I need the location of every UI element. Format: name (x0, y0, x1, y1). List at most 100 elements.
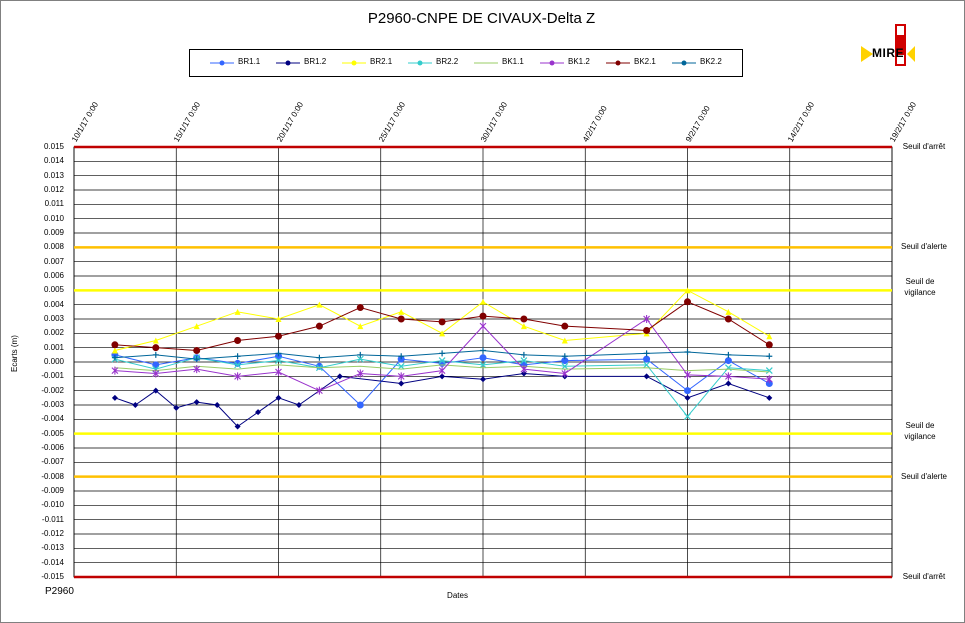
y-tick-label: -0.005 (41, 428, 64, 438)
legend-swatch (210, 60, 234, 66)
data-point (132, 402, 139, 408)
data-point (316, 354, 323, 361)
data-point (520, 365, 528, 374)
legend-swatch (276, 60, 300, 66)
data-point (193, 365, 201, 374)
data-point (725, 372, 732, 381)
threshold-label: Seuil de vigilance (904, 277, 936, 298)
data-point (295, 402, 302, 408)
y-tick-label: -0.001 (41, 371, 64, 381)
data-point (765, 367, 773, 375)
data-point (316, 386, 323, 395)
data-point (520, 351, 527, 358)
data-point (561, 337, 568, 344)
data-point (520, 357, 528, 364)
series-line-br2-2 (114, 357, 770, 418)
legend: BR1.1 BR1.2 BR2.1 BR2.2 BK1.1 BK1.2 BK2.1 BK2.2 (189, 49, 743, 77)
data-point (398, 353, 405, 360)
legend-swatch (408, 60, 432, 66)
data-point (520, 323, 527, 330)
threshold-label: Seuil de vigilance (904, 420, 936, 441)
data-point (684, 287, 691, 294)
data-point (397, 372, 405, 381)
data-point (479, 312, 487, 320)
y-tick-label: 0.000 (43, 357, 64, 366)
data-point (214, 402, 221, 408)
y-tick-label: 0.001 (43, 342, 64, 352)
data-point (561, 369, 569, 378)
mire-logo: MIRE (859, 24, 917, 66)
data-point (643, 373, 650, 380)
data-point (438, 357, 446, 364)
data-point (643, 315, 650, 323)
series-line-bk2-2 (114, 350, 770, 360)
y-tick-label: -0.009 (41, 486, 64, 495)
data-point (765, 375, 773, 384)
y-tick-label: 0.006 (43, 271, 64, 280)
data-point (397, 315, 405, 323)
series-line-br2-1 (114, 289, 770, 352)
threshold-label: Seuil d'arrêt (902, 142, 946, 151)
series-line-bk1-2 (114, 318, 770, 392)
data-point (152, 369, 160, 378)
y-tick-label: 0.010 (43, 213, 64, 223)
data-point (356, 369, 364, 378)
data-point (255, 409, 262, 416)
data-point (193, 356, 200, 363)
data-point (439, 330, 446, 337)
data-point (643, 361, 651, 369)
threshold-label: Seuil d'alerte (901, 242, 947, 252)
data-point (152, 337, 159, 344)
data-point (152, 387, 159, 394)
data-point (398, 308, 405, 315)
data-point (356, 401, 364, 409)
data-point (480, 347, 486, 354)
legend-label: BR1.2 (304, 57, 327, 66)
y-tick-label: 0.005 (43, 285, 64, 295)
y-tick-label: 0.007 (43, 256, 64, 266)
data-point (234, 372, 241, 381)
legend-swatch (540, 60, 564, 66)
data-point (111, 394, 118, 401)
data-point (725, 380, 732, 387)
data-point (234, 308, 241, 315)
data-point (520, 370, 527, 377)
data-point (152, 344, 160, 352)
data-point (111, 347, 118, 354)
chart-title: P2960-CNPE DE CIVAUX-Delta Z (367, 10, 596, 27)
data-point (152, 361, 160, 369)
data-point (561, 362, 569, 370)
data-point (643, 355, 651, 363)
data-point (561, 353, 568, 360)
data-point (643, 350, 650, 357)
data-point (725, 308, 732, 315)
legend-swatch (672, 60, 696, 66)
threshold-label: Seuil d'alerte (901, 471, 947, 481)
y-axis-label: Ecarts (m) (10, 335, 19, 372)
data-point (520, 315, 528, 323)
data-point (766, 394, 773, 401)
data-point (684, 348, 691, 355)
y-tick-label: 0.012 (43, 185, 64, 194)
y-tick-label: 0.004 (43, 299, 64, 309)
data-point (234, 423, 241, 430)
y-tick-label: 0.002 (43, 328, 64, 338)
data-point (684, 413, 691, 420)
data-point (724, 357, 732, 365)
data-point (397, 362, 405, 370)
x-axis-label: Dates (447, 591, 468, 600)
y-tick-label: -0.002 (41, 385, 64, 395)
y-tick-label: -0.003 (41, 400, 64, 409)
data-point (765, 341, 773, 349)
data-point (173, 404, 180, 411)
data-point (275, 316, 282, 322)
data-point (275, 368, 282, 377)
legend-label: BK1.2 (568, 57, 590, 66)
y-tick-label: -0.013 (41, 543, 64, 553)
series-line-bk1-1 (114, 364, 770, 373)
data-point (275, 332, 282, 340)
threshold-label: Seuil d'arrêt (902, 572, 946, 581)
data-point (684, 387, 691, 395)
logo-text: MIRE (872, 46, 904, 60)
